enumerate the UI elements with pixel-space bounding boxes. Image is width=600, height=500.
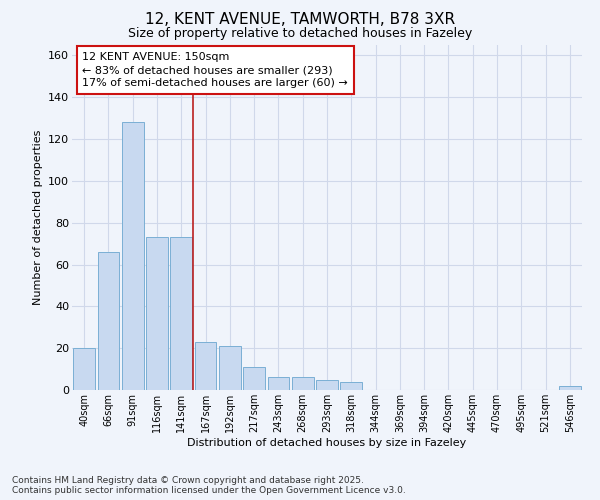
Text: 12 KENT AVENUE: 150sqm
← 83% of detached houses are smaller (293)
17% of semi-de: 12 KENT AVENUE: 150sqm ← 83% of detached… — [82, 52, 348, 88]
Bar — [73, 348, 95, 390]
Y-axis label: Number of detached properties: Number of detached properties — [32, 130, 43, 305]
Bar — [97, 252, 119, 390]
Bar — [146, 238, 168, 390]
Bar — [243, 367, 265, 390]
Bar — [194, 342, 217, 390]
Bar — [559, 386, 581, 390]
Bar — [316, 380, 338, 390]
Text: 12, KENT AVENUE, TAMWORTH, B78 3XR: 12, KENT AVENUE, TAMWORTH, B78 3XR — [145, 12, 455, 28]
Bar — [122, 122, 143, 390]
Text: Contains HM Land Registry data © Crown copyright and database right 2025.
Contai: Contains HM Land Registry data © Crown c… — [12, 476, 406, 495]
Bar — [219, 346, 241, 390]
Bar — [170, 238, 192, 390]
Text: Size of property relative to detached houses in Fazeley: Size of property relative to detached ho… — [128, 28, 472, 40]
Bar — [340, 382, 362, 390]
X-axis label: Distribution of detached houses by size in Fazeley: Distribution of detached houses by size … — [187, 438, 467, 448]
Bar — [292, 378, 314, 390]
Bar — [268, 378, 289, 390]
